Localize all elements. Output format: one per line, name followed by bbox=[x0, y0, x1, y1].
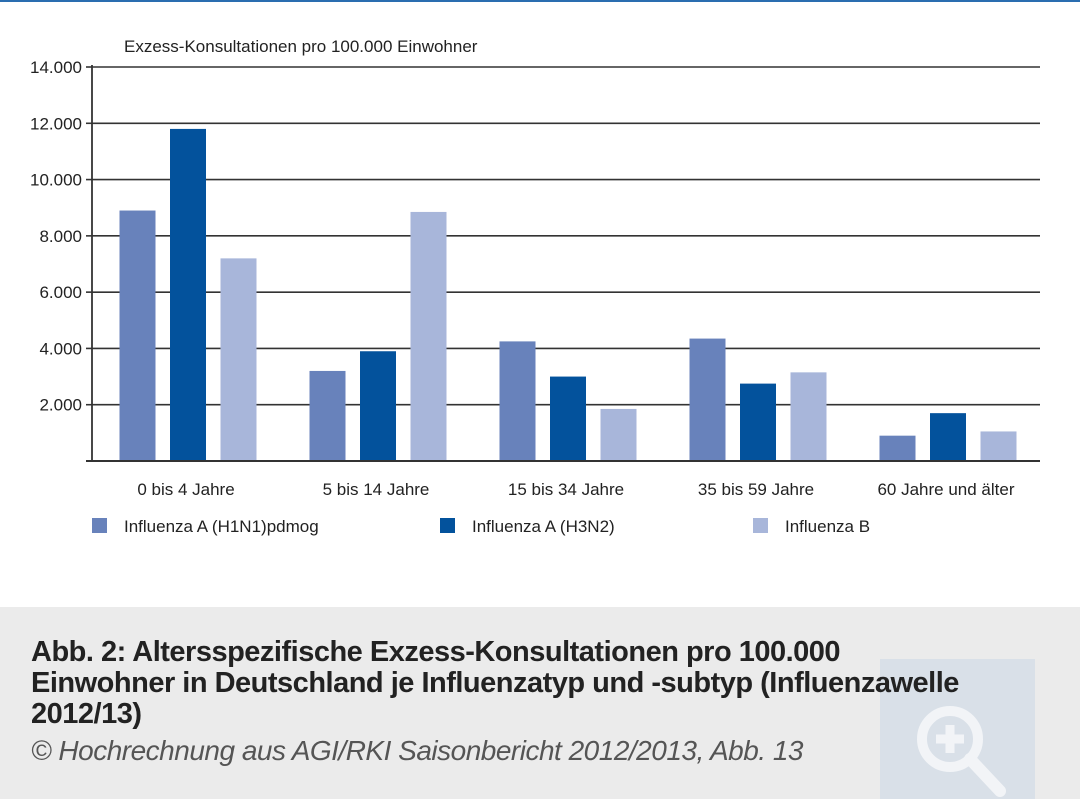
zoom-in-icon bbox=[917, 706, 1006, 797]
legend-label: Influenza A (H1N1)pdmog bbox=[124, 517, 319, 536]
legend-label: Influenza A (H3N2) bbox=[472, 517, 615, 536]
bar bbox=[980, 431, 1017, 461]
bar bbox=[119, 210, 156, 461]
y-tick-label: 10.000 bbox=[30, 171, 82, 190]
bar bbox=[499, 341, 536, 461]
bar bbox=[790, 372, 827, 461]
x-tick-label: 60 Jahre und älter bbox=[877, 480, 1014, 499]
y-tick-label: 12.000 bbox=[30, 114, 82, 133]
bar bbox=[879, 435, 916, 461]
x-tick-label: 5 bis 14 Jahre bbox=[323, 480, 430, 499]
legend-swatch bbox=[92, 518, 107, 533]
legend-label: Influenza B bbox=[785, 517, 870, 536]
figure-caption-source: © Hochrechnung aus AGI/RKI Saisonbericht… bbox=[31, 735, 804, 766]
y-tick-label: 14.000 bbox=[30, 58, 82, 77]
figure-caption-title: Abb. 2: Altersspezifische Exzess-Konsult… bbox=[31, 636, 959, 730]
bar bbox=[740, 383, 776, 461]
caption-panel: Abb. 2: Altersspezifische Exzess-Konsult… bbox=[0, 607, 1080, 799]
bar-chart: Exzess-Konsultationen pro 100.000 Einwoh… bbox=[30, 37, 1040, 536]
bar bbox=[170, 128, 206, 461]
y-tick-label: 6.000 bbox=[39, 283, 82, 302]
top-accent-line bbox=[0, 0, 1080, 2]
bar bbox=[360, 351, 396, 461]
bar bbox=[309, 370, 346, 461]
bar bbox=[600, 408, 637, 461]
x-tick-label: 35 bis 59 Jahre bbox=[698, 480, 814, 499]
y-tick-label: 4.000 bbox=[39, 339, 82, 358]
bar bbox=[550, 376, 586, 461]
bar bbox=[930, 413, 966, 461]
bar bbox=[689, 338, 726, 461]
bar bbox=[220, 258, 257, 461]
x-tick-label: 0 bis 4 Jahre bbox=[137, 480, 234, 499]
legend-swatch bbox=[440, 518, 455, 533]
y-axis-title: Exzess-Konsultationen pro 100.000 Einwoh… bbox=[124, 37, 478, 56]
y-tick-label: 2.000 bbox=[39, 396, 82, 415]
legend-swatch bbox=[753, 518, 768, 533]
x-tick-label: 15 bis 34 Jahre bbox=[508, 480, 624, 499]
bar bbox=[410, 211, 447, 461]
y-tick-label: 8.000 bbox=[39, 227, 82, 246]
zoom-button[interactable] bbox=[880, 659, 1035, 799]
